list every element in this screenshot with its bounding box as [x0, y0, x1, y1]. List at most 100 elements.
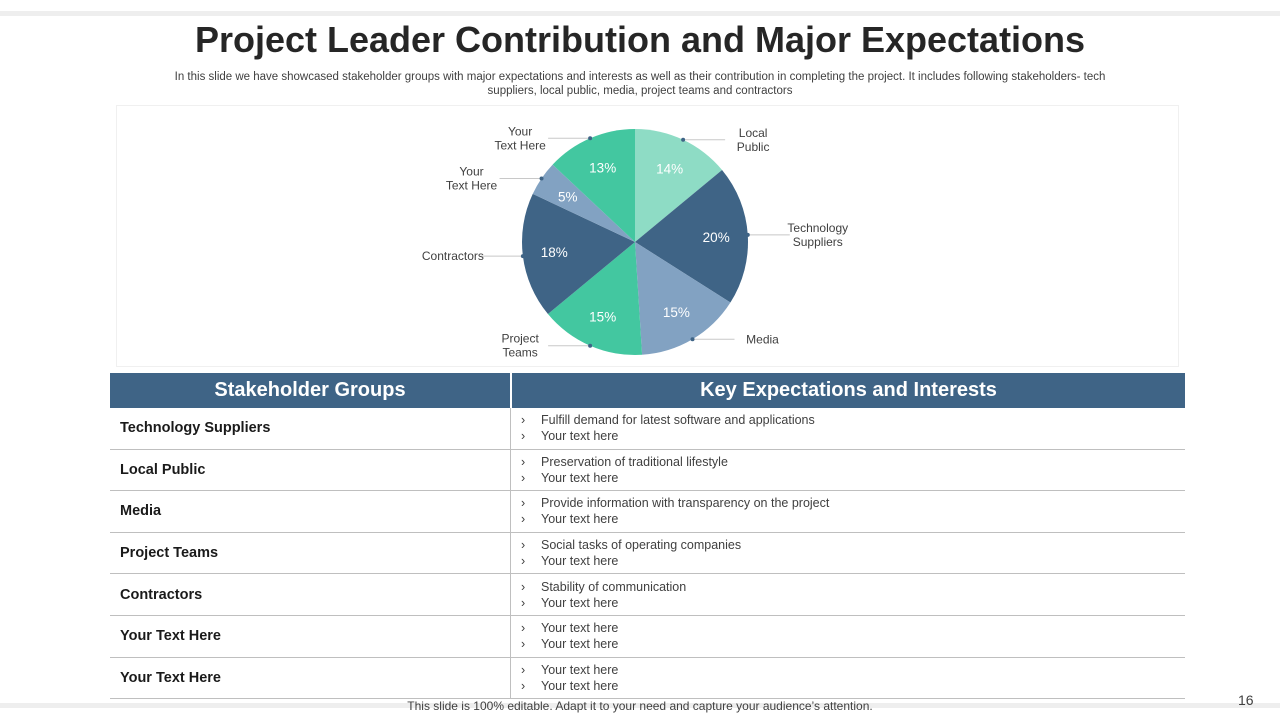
expectation-bullet: › Stability of communication — [521, 579, 1185, 595]
expectation-bullet: › Your text here — [521, 678, 1185, 694]
table-body: Technology Suppliers › Fulfill demand for … — [110, 408, 1185, 700]
slide-subtitle: In this slide we have showcased stakehol… — [174, 71, 1106, 97]
expectations-cell: › Provide information with transparency o… — [511, 491, 1185, 532]
chevron-right-icon: › — [521, 595, 526, 610]
pie-category-label-line: Suppliers — [793, 235, 843, 249]
pie-category-label-line: Technology — [787, 221, 848, 235]
expectation-text: Your text here — [541, 637, 619, 652]
pie-chart-frame: 14% Local Public 20% Technology Suppliers 15% M… — [116, 105, 1179, 367]
pie-category-label: Your Text Here — [494, 124, 546, 152]
chevron-right-icon: › — [521, 678, 526, 693]
pie-category-label-line: Media — [746, 332, 779, 346]
pie-slice — [635, 129, 723, 242]
pie-leader-dot — [539, 176, 544, 181]
chevron-right-icon: › — [521, 512, 526, 527]
header-key-expectations: Key Expectations and Interests — [700, 379, 997, 401]
pie-slice — [547, 242, 643, 355]
table-row: Technology Suppliers › Fulfill demand for … — [110, 408, 1185, 450]
chevron-right-icon: › — [521, 413, 526, 428]
pie-leader-dot — [681, 137, 686, 142]
expectation-bullet: › Your text here — [521, 428, 1185, 444]
header-stakeholder-groups: Stakeholder Groups — [110, 373, 512, 408]
pie-category-label-line: Your — [459, 164, 483, 178]
table-row: Your Text Here › Your text here › Your text … — [110, 615, 1185, 658]
table-row: Media › Provide information with transpare… — [110, 491, 1185, 533]
expectation-text: Fulfill demand for latest software and a… — [541, 413, 815, 428]
pie-slice — [635, 169, 748, 303]
expectation-bullet: › Social tasks of operating companies — [521, 537, 1185, 553]
chevron-right-icon: › — [521, 470, 526, 485]
pie-percent-label: 20% — [703, 230, 730, 245]
page-number: 16 — [1238, 692, 1254, 708]
pie-category-label-line: Project — [501, 332, 539, 346]
expectation-text: Your text here — [541, 595, 619, 610]
expectation-bullet: › Your text here — [521, 662, 1185, 678]
pie-percent-label: 13% — [589, 160, 616, 175]
slide-title: Project Leader Contribution and Major Ex… — [194, 19, 1086, 60]
chevron-right-icon: › — [521, 579, 526, 594]
pie-percent-label: 18% — [541, 245, 568, 260]
chevron-right-icon: › — [521, 621, 526, 636]
pie-slice — [552, 129, 635, 242]
pie-category-label-line: Text Here — [446, 178, 498, 192]
expectation-bullet: › Your text here — [521, 511, 1185, 527]
pie-leader-dot — [588, 343, 593, 348]
pie-percent-label: 14% — [656, 161, 683, 176]
expectation-bullet: › Fulfill demand for latest software and … — [521, 412, 1185, 428]
chevron-right-icon: › — [521, 637, 526, 652]
expectations-cell: › Your text here › Your text here — [511, 616, 1185, 657]
expectations-cell: › Stability of communication › Your text he… — [511, 574, 1185, 615]
expectations-cell: › Preservation of traditional lifestyle › Y… — [511, 450, 1185, 491]
pie-leader-dot — [745, 232, 750, 237]
pie-percent-label: 15% — [663, 305, 690, 320]
table-header: Stakeholder Groups Key Expectations and … — [110, 373, 1185, 408]
expectation-text: Your text here — [541, 429, 619, 444]
expectation-bullet: › Provide information with transparency o… — [521, 495, 1185, 511]
expectation-text: Stability of communication — [541, 579, 687, 594]
chevron-right-icon: › — [521, 538, 526, 553]
pie-percent-label: 15% — [589, 310, 616, 325]
table-row: Local Public › Preservation of traditional… — [110, 449, 1185, 492]
pie-percent-label: 5% — [558, 189, 578, 204]
pie-category-label: Media — [746, 332, 779, 346]
table-row: Contractors › Stability of communication › Y… — [110, 574, 1185, 616]
expectation-text: Provide information with transparency on… — [541, 496, 830, 511]
expectation-text: Your text here — [541, 621, 619, 636]
pie-category-label: Your Text Here — [446, 164, 498, 192]
chevron-right-icon: › — [521, 429, 526, 444]
pie-category-label-line: Your — [508, 124, 532, 138]
expectations-cell: › Fulfill demand for latest software and … — [511, 408, 1185, 449]
pie-category-label: Project Teams — [501, 332, 539, 360]
footer-note: This slide is 100% editable. Adapt it to… — [407, 699, 873, 713]
stakeholder-group-cell: Your Text Here — [110, 615, 511, 657]
pie-category-label-line: Teams — [502, 346, 537, 360]
expectation-bullet: › Your text here — [521, 553, 1185, 569]
expectation-text: Social tasks of operating companies — [541, 538, 742, 553]
pie-category-label: Technology Suppliers — [787, 221, 848, 249]
expectation-text: Your text here — [541, 512, 619, 527]
bottom-divider-bar — [0, 703, 1280, 708]
expectation-text: Your text here — [541, 470, 619, 485]
expectation-text: Your text here — [541, 662, 619, 677]
expectation-bullet: › Your text here — [521, 470, 1185, 486]
stakeholder-group-cell: Technology Suppliers — [110, 408, 511, 449]
pie-chart: 14% Local Public 20% Technology Suppliers 15% M… — [422, 124, 848, 360]
pie-slice — [522, 193, 635, 315]
table-row: Project Teams › Social tasks of operating … — [110, 532, 1185, 575]
chevron-right-icon: › — [521, 554, 526, 569]
expectation-text: Preservation of traditional lifestyle — [541, 454, 728, 469]
pie-slice — [532, 164, 635, 242]
pie-category-label-line: Local — [739, 126, 768, 140]
chevron-right-icon: › — [521, 454, 526, 469]
pie-leader-dot — [520, 254, 525, 259]
expectations-cell: › Social tasks of operating companies › You… — [511, 533, 1185, 574]
pie-category-label: Contractors — [422, 249, 484, 263]
expectation-bullet: › Your text here — [521, 595, 1185, 611]
stakeholder-group-cell: Your Text Here — [110, 657, 511, 699]
pie-category-label-line: Text Here — [494, 138, 546, 152]
top-divider-bar — [0, 11, 1280, 16]
stakeholder-group-cell: Media — [110, 491, 511, 532]
expectations-cell: › Your text here › Your text here — [511, 658, 1185, 699]
chevron-right-icon: › — [521, 496, 526, 511]
expectation-bullet: › Your text here — [521, 620, 1185, 636]
